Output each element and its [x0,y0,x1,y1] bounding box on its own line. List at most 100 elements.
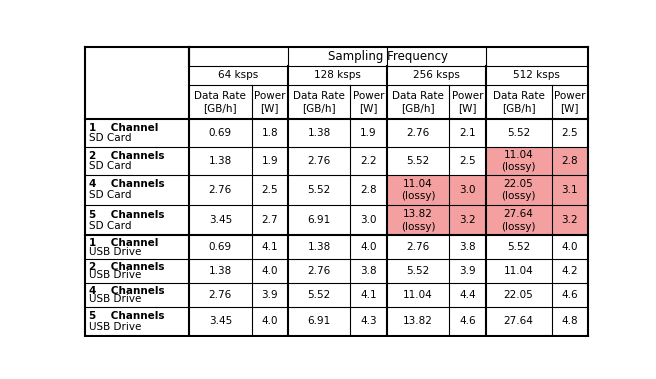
Text: Power
[W]: Power [W] [452,91,483,113]
Text: Data Rate
[GB/h]: Data Rate [GB/h] [194,91,246,113]
Text: 1.9: 1.9 [360,128,377,138]
Text: 11.04: 11.04 [504,266,533,276]
Text: 3.8: 3.8 [360,266,377,276]
Text: 1.8: 1.8 [261,128,278,138]
Text: 128 ksps: 128 ksps [314,70,361,80]
Text: 6.91: 6.91 [308,316,331,326]
Text: SD Card: SD Card [89,190,131,200]
Text: 3.1: 3.1 [562,185,578,195]
Text: 512 ksps: 512 ksps [513,70,560,80]
Text: 4.4: 4.4 [459,290,476,300]
Text: 5.52: 5.52 [507,243,530,252]
Text: 4.3: 4.3 [360,316,377,326]
Text: USB Drive: USB Drive [89,247,141,257]
Text: 4    Channels: 4 Channels [89,286,164,296]
Text: 4.1: 4.1 [261,243,278,252]
Text: 13.82: 13.82 [403,316,433,326]
Bar [552,175,588,205]
Text: USB Drive: USB Drive [89,271,141,280]
Text: 5.52: 5.52 [308,290,331,300]
Text: Power
[W]: Power [W] [353,91,384,113]
Text: 1.38: 1.38 [209,266,232,276]
Text: Power
[W]: Power [W] [254,91,285,113]
Text: 2.1: 2.1 [459,128,476,138]
Text: Data Rate
[GB/h]: Data Rate [GB/h] [493,91,544,113]
Text: 2.76: 2.76 [406,128,430,138]
Text: 0.69: 0.69 [209,243,232,252]
Text: 0.69: 0.69 [209,128,232,138]
Text: 2.7: 2.7 [261,215,278,225]
Text: 3.2: 3.2 [562,215,578,225]
Text: Data Rate
[GB/h]: Data Rate [GB/h] [392,91,444,113]
Text: 2    Channels: 2 Channels [89,262,164,272]
Bar [485,175,552,205]
Bar [552,147,588,175]
Text: 2.5: 2.5 [562,128,578,138]
Text: 3.9: 3.9 [459,266,476,276]
Bar [485,205,552,235]
Text: 3.0: 3.0 [360,215,377,225]
Text: 27.64
(lossy): 27.64 (lossy) [501,209,536,232]
Text: 5    Channels: 5 Channels [89,210,164,220]
Text: 1.38: 1.38 [308,128,331,138]
Text: 3.2: 3.2 [459,215,476,225]
Text: SD Card: SD Card [89,221,131,231]
Text: 4.8: 4.8 [562,316,578,326]
Text: 4.2: 4.2 [562,266,578,276]
Text: 11.04
(lossy): 11.04 (lossy) [401,179,435,201]
Text: 4.0: 4.0 [262,266,278,276]
Text: 4.6: 4.6 [459,316,476,326]
Text: 6.91: 6.91 [308,215,331,225]
Text: 13.82
(lossy): 13.82 (lossy) [401,209,435,232]
Text: 3.45: 3.45 [209,215,232,225]
Text: 4.6: 4.6 [562,290,578,300]
Text: 3.0: 3.0 [459,185,476,195]
Bar [386,205,449,235]
Text: 2.76: 2.76 [308,266,331,276]
Text: 256 ksps: 256 ksps [413,70,460,80]
Text: 4.0: 4.0 [562,243,578,252]
Text: USB Drive: USB Drive [89,294,141,304]
Text: SD Card: SD Card [89,133,131,143]
Text: 5.52: 5.52 [406,156,430,166]
Bar [449,175,485,205]
Text: 27.64: 27.64 [504,316,533,326]
Text: 2.76: 2.76 [406,243,430,252]
Text: 3.45: 3.45 [209,316,232,326]
Text: 1.9: 1.9 [261,156,278,166]
Text: 1    Channel: 1 Channel [89,238,158,248]
Text: 2.8: 2.8 [360,185,377,195]
Text: 2.5: 2.5 [459,156,476,166]
Text: 22.05: 22.05 [504,290,533,300]
Text: 2.5: 2.5 [261,185,278,195]
Text: Data Rate
[GB/h]: Data Rate [GB/h] [293,91,345,113]
Text: 4.1: 4.1 [360,290,377,300]
Text: 5.52: 5.52 [507,128,530,138]
Text: 5.52: 5.52 [406,266,430,276]
Text: 4.0: 4.0 [360,243,377,252]
Text: 5    Channels: 5 Channels [89,311,164,321]
Text: Sampling Frequency: Sampling Frequency [329,50,449,63]
Bar [552,205,588,235]
Text: 22.05
(lossy): 22.05 (lossy) [501,179,536,201]
Bar [485,147,552,175]
Text: 3.9: 3.9 [261,290,278,300]
Text: 5.52: 5.52 [308,185,331,195]
Text: 3.8: 3.8 [459,243,476,252]
Text: 2.76: 2.76 [209,290,232,300]
Text: 2.2: 2.2 [360,156,377,166]
Text: 2.8: 2.8 [562,156,578,166]
Text: 1.38: 1.38 [308,243,331,252]
Text: 64 ksps: 64 ksps [218,70,258,80]
Text: 11.04
(lossy): 11.04 (lossy) [501,150,536,172]
Text: 2    Channels: 2 Channels [89,151,164,161]
Text: Power
[W]: Power [W] [554,91,586,113]
Text: 4    Channels: 4 Channels [89,180,164,190]
Text: 1    Channel: 1 Channel [89,123,158,133]
Bar [386,175,449,205]
Text: 2.76: 2.76 [209,185,232,195]
Text: 2.76: 2.76 [308,156,331,166]
Text: SD Card: SD Card [89,161,131,171]
Text: 1.38: 1.38 [209,156,232,166]
Text: USB Drive: USB Drive [89,321,141,332]
